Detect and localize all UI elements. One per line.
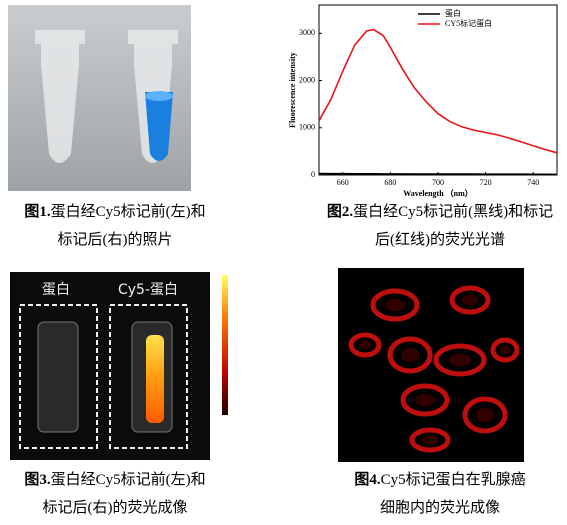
caption-line: 细胞内的荧光成像 [315, 494, 565, 522]
caption-line: 图4.Cy5标记蛋白在乳腺癌 [315, 466, 565, 494]
x-tick-label: 740 [527, 178, 539, 187]
series-line [318, 172, 558, 176]
cell [462, 396, 508, 434]
caption-line: 后(红线)的荧光光谱 [315, 226, 565, 254]
x-tick-label: 680 [384, 178, 396, 187]
cell [400, 383, 450, 417]
cell-nucleus [449, 353, 471, 367]
cell-nucleus [415, 393, 435, 407]
caption-line: 标记后(右)的荧光成像 [0, 494, 240, 522]
y-tick-label: 1000 [299, 123, 315, 132]
cell-nucleus [461, 294, 479, 306]
caption-label: 图3. [24, 472, 51, 488]
caption-label: 图4. [354, 472, 381, 488]
cell-nucleus [401, 347, 419, 363]
cell [449, 285, 491, 315]
cell [409, 427, 451, 453]
caption-text: 蛋白经Cy5标记前(左)和 [50, 204, 206, 220]
y-tick-label: 3000 [299, 28, 315, 37]
cell-nucleus [358, 340, 372, 350]
cell [490, 337, 520, 363]
caption-text: 标记后(右)的照片 [57, 232, 173, 248]
x-tick-label: 700 [432, 178, 444, 187]
caption: 图2.蛋白经Cy5标记前(黑线)和标记后(红线)的荧光光谱 [315, 198, 565, 254]
caption-text: 蛋白经Cy5标记前(黑线)和标记 [353, 204, 554, 220]
y-axis-label: Fluorescence intensity [288, 52, 297, 128]
y-tick-label: 0 [311, 170, 315, 179]
caption-line: 图3.蛋白经Cy5标记前(左)和 [0, 466, 240, 494]
cell [433, 343, 487, 377]
caption-label: 图1. [24, 204, 51, 220]
x-axis-label: Wavelength （nm） [403, 188, 473, 198]
cell-nucleus [385, 298, 405, 312]
caption-text: 标记后(右)的荧光成像 [42, 500, 188, 516]
caption-text: 蛋白经Cy5标记前(左)和 [50, 472, 206, 488]
caption-label: 图2. [326, 204, 354, 220]
caption-line: 图1.蛋白经Cy5标记前(左)和 [0, 198, 240, 226]
tube-label: 蛋白 [42, 282, 70, 298]
series-line [318, 28, 558, 154]
tube-label: Cy5-蛋白 [118, 282, 178, 298]
cell [348, 332, 382, 358]
cell [387, 336, 433, 374]
caption: 图3.蛋白经Cy5标记前(左)和标记后(右)的荧光成像 [0, 466, 240, 522]
caption-line: 图2.蛋白经Cy5标记前(黑线)和标记 [315, 198, 565, 226]
y-tick-label: 2000 [299, 75, 315, 84]
photo-fluorescence-tubes: 蛋白 Cy5-蛋白 [10, 272, 228, 460]
caption-text: 后(红线)的荧光光谱 [375, 232, 505, 248]
cell [370, 288, 420, 322]
spectrum-chart: 660 680 700 720 740 0 1000 2000 3000 Wavelength （… [288, 4, 558, 198]
caption: 图1.蛋白经Cy5标记前(左)和标记后(右)的照片 [0, 198, 240, 254]
cell-nucleus [421, 435, 439, 445]
legend-label: 蛋白 [445, 8, 461, 18]
photo-cells [338, 268, 524, 462]
x-tick-label: 660 [337, 178, 349, 187]
x-tick-label: 720 [480, 178, 492, 187]
caption-line: 标记后(右)的照片 [0, 226, 240, 254]
caption-text: Cy5标记蛋白在乳腺癌 [380, 472, 526, 488]
cell-nucleus [499, 345, 511, 355]
legend-label: CY5标记蛋白 [445, 18, 492, 28]
photo-tubes [8, 5, 191, 191]
plot-frame [318, 4, 558, 176]
caption: 图4.Cy5标记蛋白在乳腺癌 细胞内的荧光成像 [315, 466, 565, 522]
caption-text: 细胞内的荧光成像 [379, 500, 500, 516]
cell-nucleus [476, 407, 494, 423]
